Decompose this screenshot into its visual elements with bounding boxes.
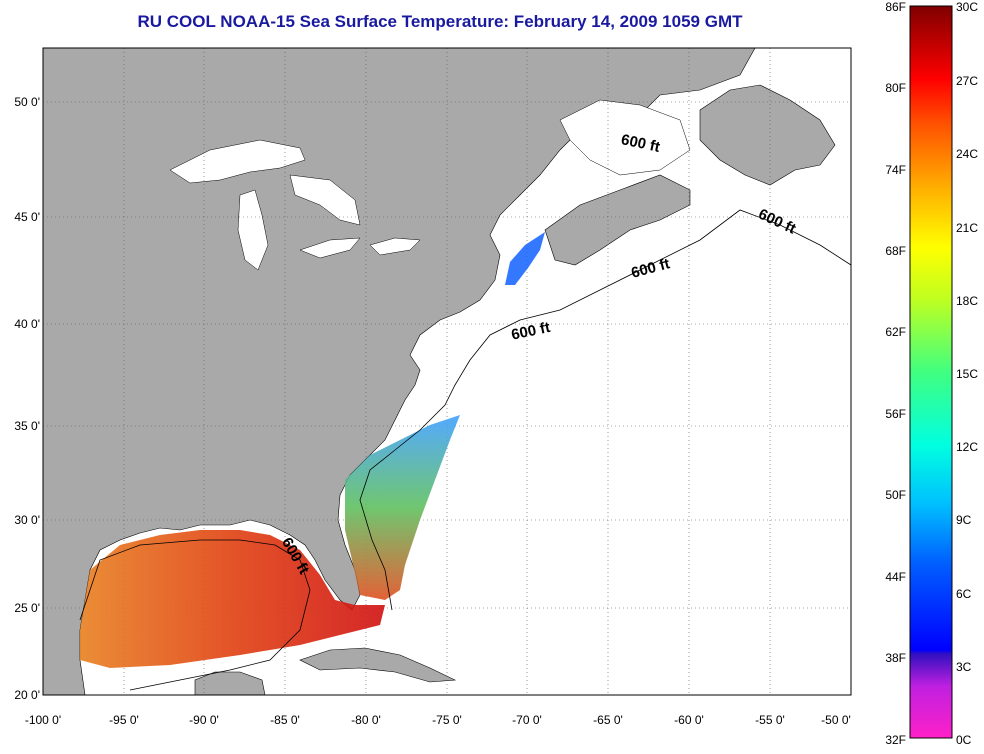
lat-tick: 30 0' [14,513,40,527]
sst-swath-atlantic [345,415,460,600]
celsius-label: 12C [956,440,978,454]
lat-tick: 40 0' [14,317,40,331]
celsius-label: 21C [956,221,978,235]
lon-tick: -85 0' [270,713,300,727]
fahrenheit-label: 80F [885,81,906,95]
fahrenheit-label: 32F [885,733,906,747]
fahrenheit-label: 62F [885,325,906,339]
lon-tick: -65 0' [593,713,623,727]
lon-tick-labels: -100 0' -95 0' -90 0' -85 0' -80 0' -75 … [25,713,851,727]
celsius-label: 9C [956,513,972,527]
land-newfoundland [699,84,836,186]
contour-600ft [359,209,851,611]
celsius-label: 24C [956,147,978,161]
celsius-label: 30C [956,0,978,14]
map-frame [42,47,852,696]
land-yucatan [194,671,266,695]
land-cuba [299,647,457,683]
gulf-of-st-lawrence [559,99,691,176]
lon-tick: -50 0' [821,713,851,727]
fahrenheit-label: 68F [885,244,906,258]
celsius-label: 6C [956,587,972,601]
lon-tick: -90 0' [189,713,219,727]
temperature-colorbar [909,5,953,739]
lon-tick: -80 0' [351,713,381,727]
lon-tick: -60 0' [674,713,704,727]
fahrenheit-label: 74F [885,163,906,177]
fahrenheit-label: 44F [885,570,906,584]
fahrenheit-label: 50F [885,488,906,502]
lon-tick: -75 0' [432,713,462,727]
lat-tick-labels: 20 0' 25 0' 30 0' 35 0' 40 0' 45 0' 50 0… [14,95,40,702]
sst-swath-gulf [80,530,385,668]
celsius-label: 27C [956,74,978,88]
sst-patch-gulf-of-maine [505,232,545,285]
land-maritimes [544,174,691,266]
celsius-label: 0C [956,733,972,747]
fahrenheit-label: 86F [885,0,906,14]
celsius-label: 15C [956,367,978,381]
fahrenheit-label: 38F [885,651,906,665]
celsius-label: 3C [956,660,972,674]
lat-tick: 45 0' [14,210,40,224]
fahrenheit-label: 56F [885,407,906,421]
map-title: RU COOL NOAA-15 Sea Surface Temperature:… [137,12,743,31]
colorbar-celsius-labels: 30C 27C 24C 21C 18C 15C 12C 9C 6C 3C 0C [956,0,978,747]
lon-tick: -100 0' [25,713,61,727]
lon-tick: -70 0' [512,713,542,727]
lat-tick: 50 0' [14,95,40,109]
colorbar-fahrenheit-labels: 86F 80F 74F 68F 62F 56F 50F 44F 38F 32F [885,0,906,747]
lon-tick: -95 0' [109,713,139,727]
lat-tick: 35 0' [14,419,40,433]
contour-600ft-gulf [79,539,311,691]
map-plot-area: 600 ft 600 ft 600 ft 600 ft 600 ft [43,48,851,695]
celsius-label: 18C [956,294,978,308]
lat-tick: 20 0' [14,688,40,702]
lat-tick: 25 0' [14,601,40,615]
lon-tick: -55 0' [755,713,785,727]
